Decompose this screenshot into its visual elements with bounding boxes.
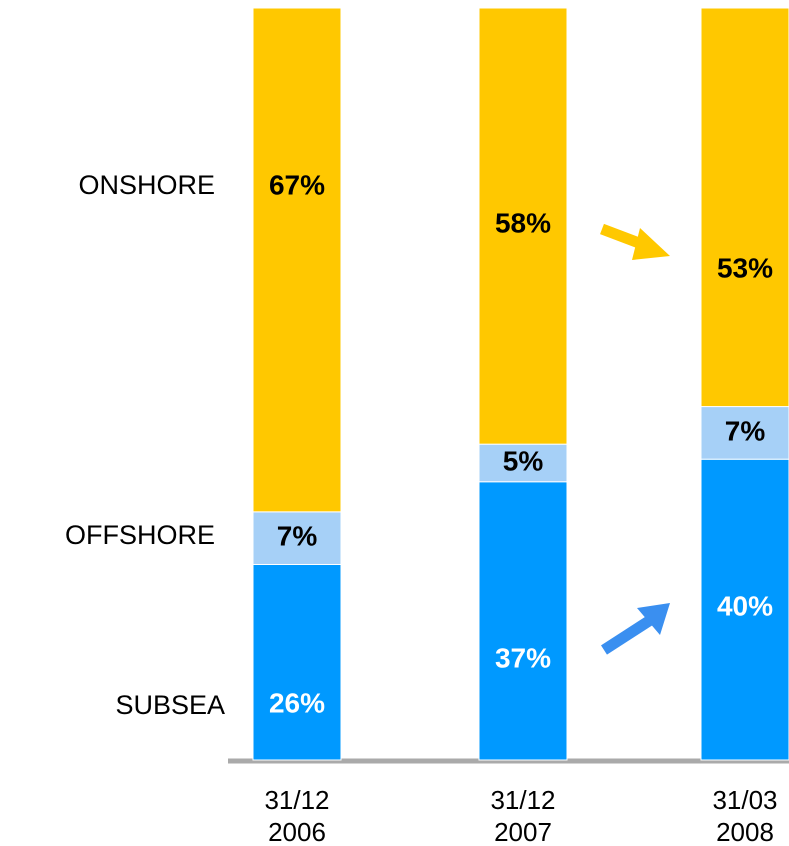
value-label: 40% [717, 590, 773, 621]
x-tick-label: 31/12 2006 [264, 785, 330, 846]
value-label: 67% [269, 169, 325, 200]
bar-segment [478, 481, 568, 761]
value-label: 26% [269, 687, 325, 718]
bar-segment [478, 443, 568, 483]
trend-arrow [601, 603, 670, 655]
value-label: 37% [495, 642, 551, 673]
bar-segment [700, 406, 789, 460]
bar-segment [478, 7, 568, 445]
value-label: 7% [725, 415, 766, 446]
legend-label: OFFSHORE [65, 520, 215, 550]
trend-arrow [600, 223, 670, 260]
legend-label: ONSHORE [78, 170, 215, 200]
bar-segment [700, 7, 789, 408]
bar-segment [252, 7, 342, 513]
value-label: 53% [717, 252, 773, 283]
value-label: 5% [503, 445, 544, 476]
bar-segment [700, 458, 789, 761]
x-tick-label: 31/03 2008 [712, 785, 778, 846]
value-label: 7% [277, 521, 318, 552]
bar-segment [252, 511, 342, 565]
legend-label: SUBSEA [115, 690, 225, 720]
bar-segment [252, 563, 342, 761]
value-label: 58% [495, 207, 551, 238]
x-tick-label: 31/12 2007 [490, 785, 556, 846]
